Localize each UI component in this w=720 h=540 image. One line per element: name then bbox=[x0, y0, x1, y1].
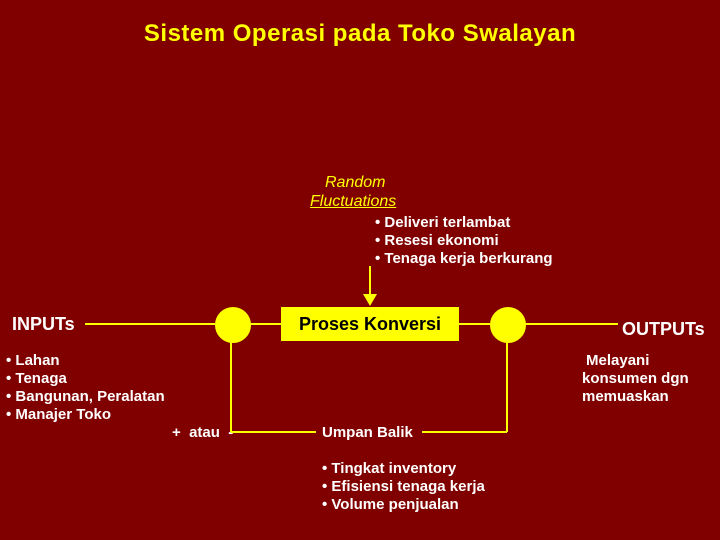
input-node-circle bbox=[215, 307, 251, 343]
diagram-stage: Sistem Operasi pada Toko Swalayan Random… bbox=[0, 0, 720, 540]
output-desc-1: Melayani bbox=[586, 352, 649, 369]
page-title: Sistem Operasi pada Toko Swalayan bbox=[0, 20, 720, 48]
process-box: Proses Konversi bbox=[281, 307, 459, 341]
random-label-1: Random bbox=[325, 174, 385, 192]
random-item-2: • Resesi ekonomi bbox=[375, 232, 499, 249]
output-desc-3: memuaskan bbox=[582, 388, 669, 405]
random-item-3: • Tenaga kerja berkurang bbox=[375, 250, 553, 267]
random-item-1: • Deliveri terlambat bbox=[375, 214, 510, 231]
feedback-plusminus: + atau - bbox=[172, 424, 233, 441]
input-item-4: • Manajer Toko bbox=[6, 406, 111, 423]
feedback-label: Umpan Balik bbox=[322, 424, 413, 441]
connectors-svg bbox=[0, 0, 720, 540]
input-item-3: • Bangunan, Peralatan bbox=[6, 388, 165, 405]
outputs-heading: OUTPUTs bbox=[622, 319, 705, 340]
feedback-item-3: • Volume penjualan bbox=[322, 496, 459, 513]
random-label-2: Fluctuations bbox=[310, 193, 396, 211]
process-label: Proses Konversi bbox=[299, 314, 441, 335]
input-item-1: • Lahan bbox=[6, 352, 60, 369]
feedback-item-1: • Tingkat inventory bbox=[322, 460, 456, 477]
output-node-circle bbox=[490, 307, 526, 343]
feedback-item-2: • Efisiensi tenaga kerja bbox=[322, 478, 485, 495]
inputs-heading: INPUTs bbox=[12, 314, 75, 335]
output-desc-2: konsumen dgn bbox=[582, 370, 689, 387]
input-item-2: • Tenaga bbox=[6, 370, 67, 387]
